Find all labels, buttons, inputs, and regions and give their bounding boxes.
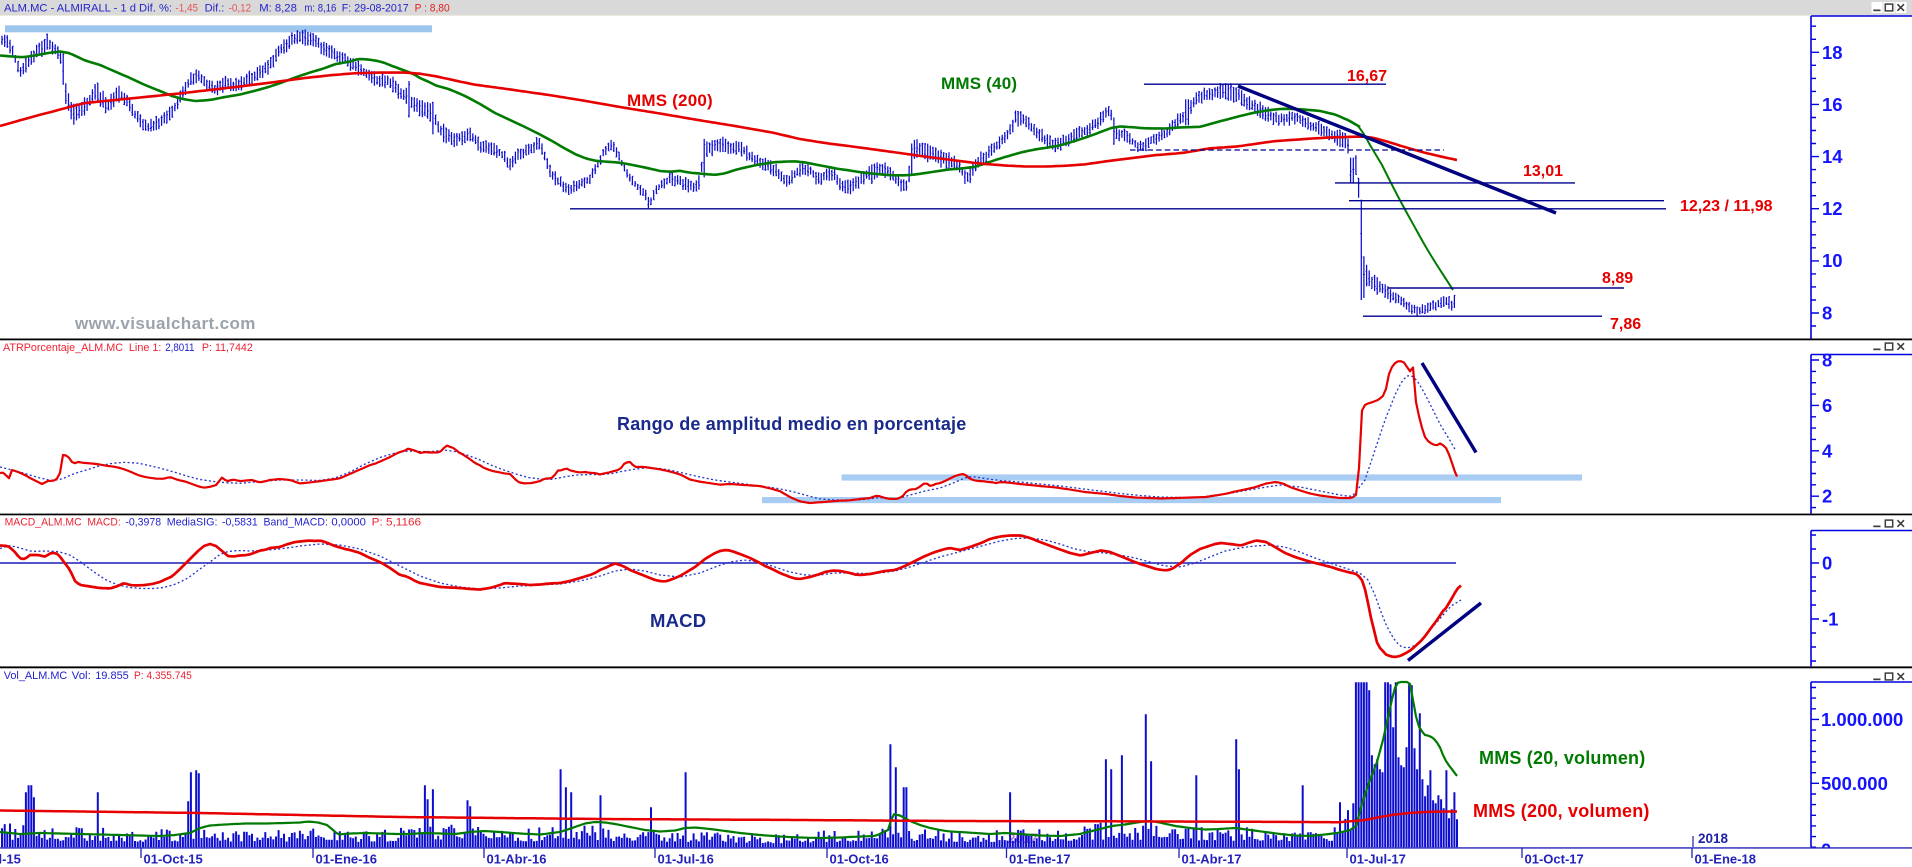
svg-text:01-Ene-18: 01-Ene-18 [1695,852,1756,867]
svg-text:12: 12 [1822,198,1843,219]
svg-text:16: 16 [1822,94,1843,115]
svg-text:Rango de amplitud medio en por: Rango de amplitud medio en porcentaje [617,414,966,434]
svg-text:01-Abr-16: 01-Abr-16 [487,852,547,867]
svg-text:14: 14 [1822,146,1843,167]
svg-text:01-Ene-16: 01-Ene-16 [316,852,377,867]
svg-text:Dif.:: Dif.: [205,3,225,15]
svg-text:01-Jul-15: 01-Jul-15 [0,852,21,867]
svg-text:10: 10 [1822,250,1843,271]
svg-text:01-Oct-16: 01-Oct-16 [830,852,889,867]
svg-text:ALM.MC - ALMIRALL - 1 d Dif.: ALM.MC - ALMIRALL - 1 d Dif. %: [4,3,172,15]
svg-text:2018: 2018 [1698,831,1729,846]
svg-text:-1: -1 [1822,609,1838,630]
svg-text:8,89: 8,89 [1602,270,1633,287]
svg-text:1.000.000: 1.000.000 [1821,709,1903,730]
svg-text:13,01: 13,01 [1523,163,1563,180]
svg-text:MMS (200, volumen): MMS (200, volumen) [1473,801,1650,821]
svg-text:-0,5831: -0,5831 [222,517,258,529]
svg-text:Vol_ALM.MC: Vol_ALM.MC [4,670,68,682]
svg-text:0,0000: 0,0000 [331,517,366,529]
svg-text:MMS (40): MMS (40) [941,74,1017,93]
svg-text:6: 6 [1822,395,1832,416]
svg-text:MACD: MACD [650,610,706,631]
svg-text:12,23 / 11,98: 12,23 / 11,98 [1680,198,1773,215]
svg-text:01-Ene-17: 01-Ene-17 [1009,852,1070,867]
svg-text:18: 18 [1822,42,1843,63]
svg-text:2,8011: 2,8011 [165,342,194,354]
svg-text:2: 2 [1822,486,1832,507]
svg-text:4: 4 [1822,440,1833,461]
svg-text:-0,12: -0,12 [229,3,252,15]
svg-text:M: 8,28: M: 8,28 [259,3,297,15]
svg-text:MACD:: MACD: [87,517,120,529]
svg-text:P : 8,80: P : 8,80 [415,3,450,15]
svg-text:19.855: 19.855 [95,670,129,682]
svg-text:01-Oct-17: 01-Oct-17 [1525,852,1584,867]
svg-text:ATRPorcentaje_ALM.MC: ATRPorcentaje_ALM.MC [3,342,123,354]
svg-text:MACD_ALM.MC: MACD_ALM.MC [5,517,82,529]
svg-text:01-Oct-15: 01-Oct-15 [144,852,203,867]
svg-text:P: 11,7442: P: 11,7442 [202,342,253,354]
svg-text:0: 0 [1822,553,1832,574]
svg-text:01-Jul-17: 01-Jul-17 [1350,852,1406,867]
svg-text:8: 8 [1822,302,1832,323]
svg-text:m: 8,16: m: 8,16 [304,3,336,15]
svg-text:01-Jul-16: 01-Jul-16 [658,852,714,867]
svg-text:7,86: 7,86 [1610,316,1641,333]
svg-text:MMS (200): MMS (200) [627,91,713,110]
svg-text:01-Abr-17: 01-Abr-17 [1182,852,1242,867]
svg-text:P: 4.355.745: P: 4.355.745 [134,670,192,682]
svg-text:Line 1:: Line 1: [129,342,162,354]
svg-text:www.visualchart.com: www.visualchart.com [74,314,256,333]
svg-text:8: 8 [1822,350,1832,371]
svg-text:-1,45: -1,45 [175,3,198,15]
svg-text:MMS (20, volumen): MMS (20, volumen) [1479,748,1645,768]
svg-text:-0,3978: -0,3978 [125,517,161,529]
svg-text:500.000: 500.000 [1821,773,1888,794]
svg-text:Vol:: Vol: [72,670,91,682]
svg-text:Band_MACD:: Band_MACD: [264,517,328,529]
svg-text:F: 29-08-2017: F: 29-08-2017 [342,3,409,15]
svg-text:16,67: 16,67 [1347,68,1387,85]
svg-text:P: 5,1166: P: 5,1166 [372,517,422,529]
svg-text:MediaSIG:: MediaSIG: [167,517,218,529]
